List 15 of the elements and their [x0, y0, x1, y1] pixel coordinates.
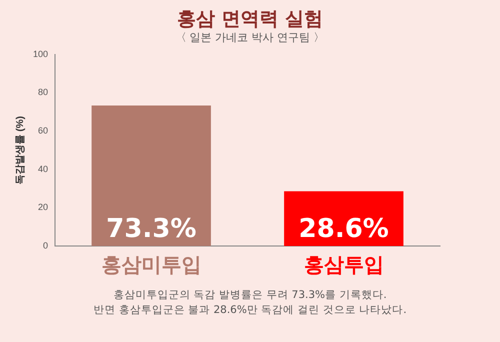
- text: 반면 홍삼투입군은 불과 28.6%만 독감에 걸린 것으로 나타났다.: [92, 303, 408, 318]
- data-label: 28.6%: [298, 214, 389, 244]
- chart-subtitle: 〈 일본 가네코 박사 연구팀 〉: [174, 30, 326, 46]
- y-tick-label: 0: [43, 240, 48, 250]
- y-tick-label: 100: [32, 48, 48, 59]
- data-label: 73.3%: [106, 214, 196, 244]
- y-axis-title: 독감발생률 (%): [14, 116, 26, 184]
- text: 홍삼미투입군의 독감 발병률은 무려 73.3%를 기록했다.: [112, 288, 388, 303]
- y-tick-label: 20: [38, 202, 48, 212]
- x-tick-label: 홍삼미투입: [101, 254, 202, 277]
- chart-title: 홍삼 면역력 실험: [176, 7, 324, 30]
- y-tick-label: 40: [38, 164, 48, 174]
- y-tick-label: 60: [38, 126, 48, 136]
- x-tick-label: 홍삼투입: [304, 254, 384, 277]
- y-tick-label: 80: [38, 87, 48, 98]
